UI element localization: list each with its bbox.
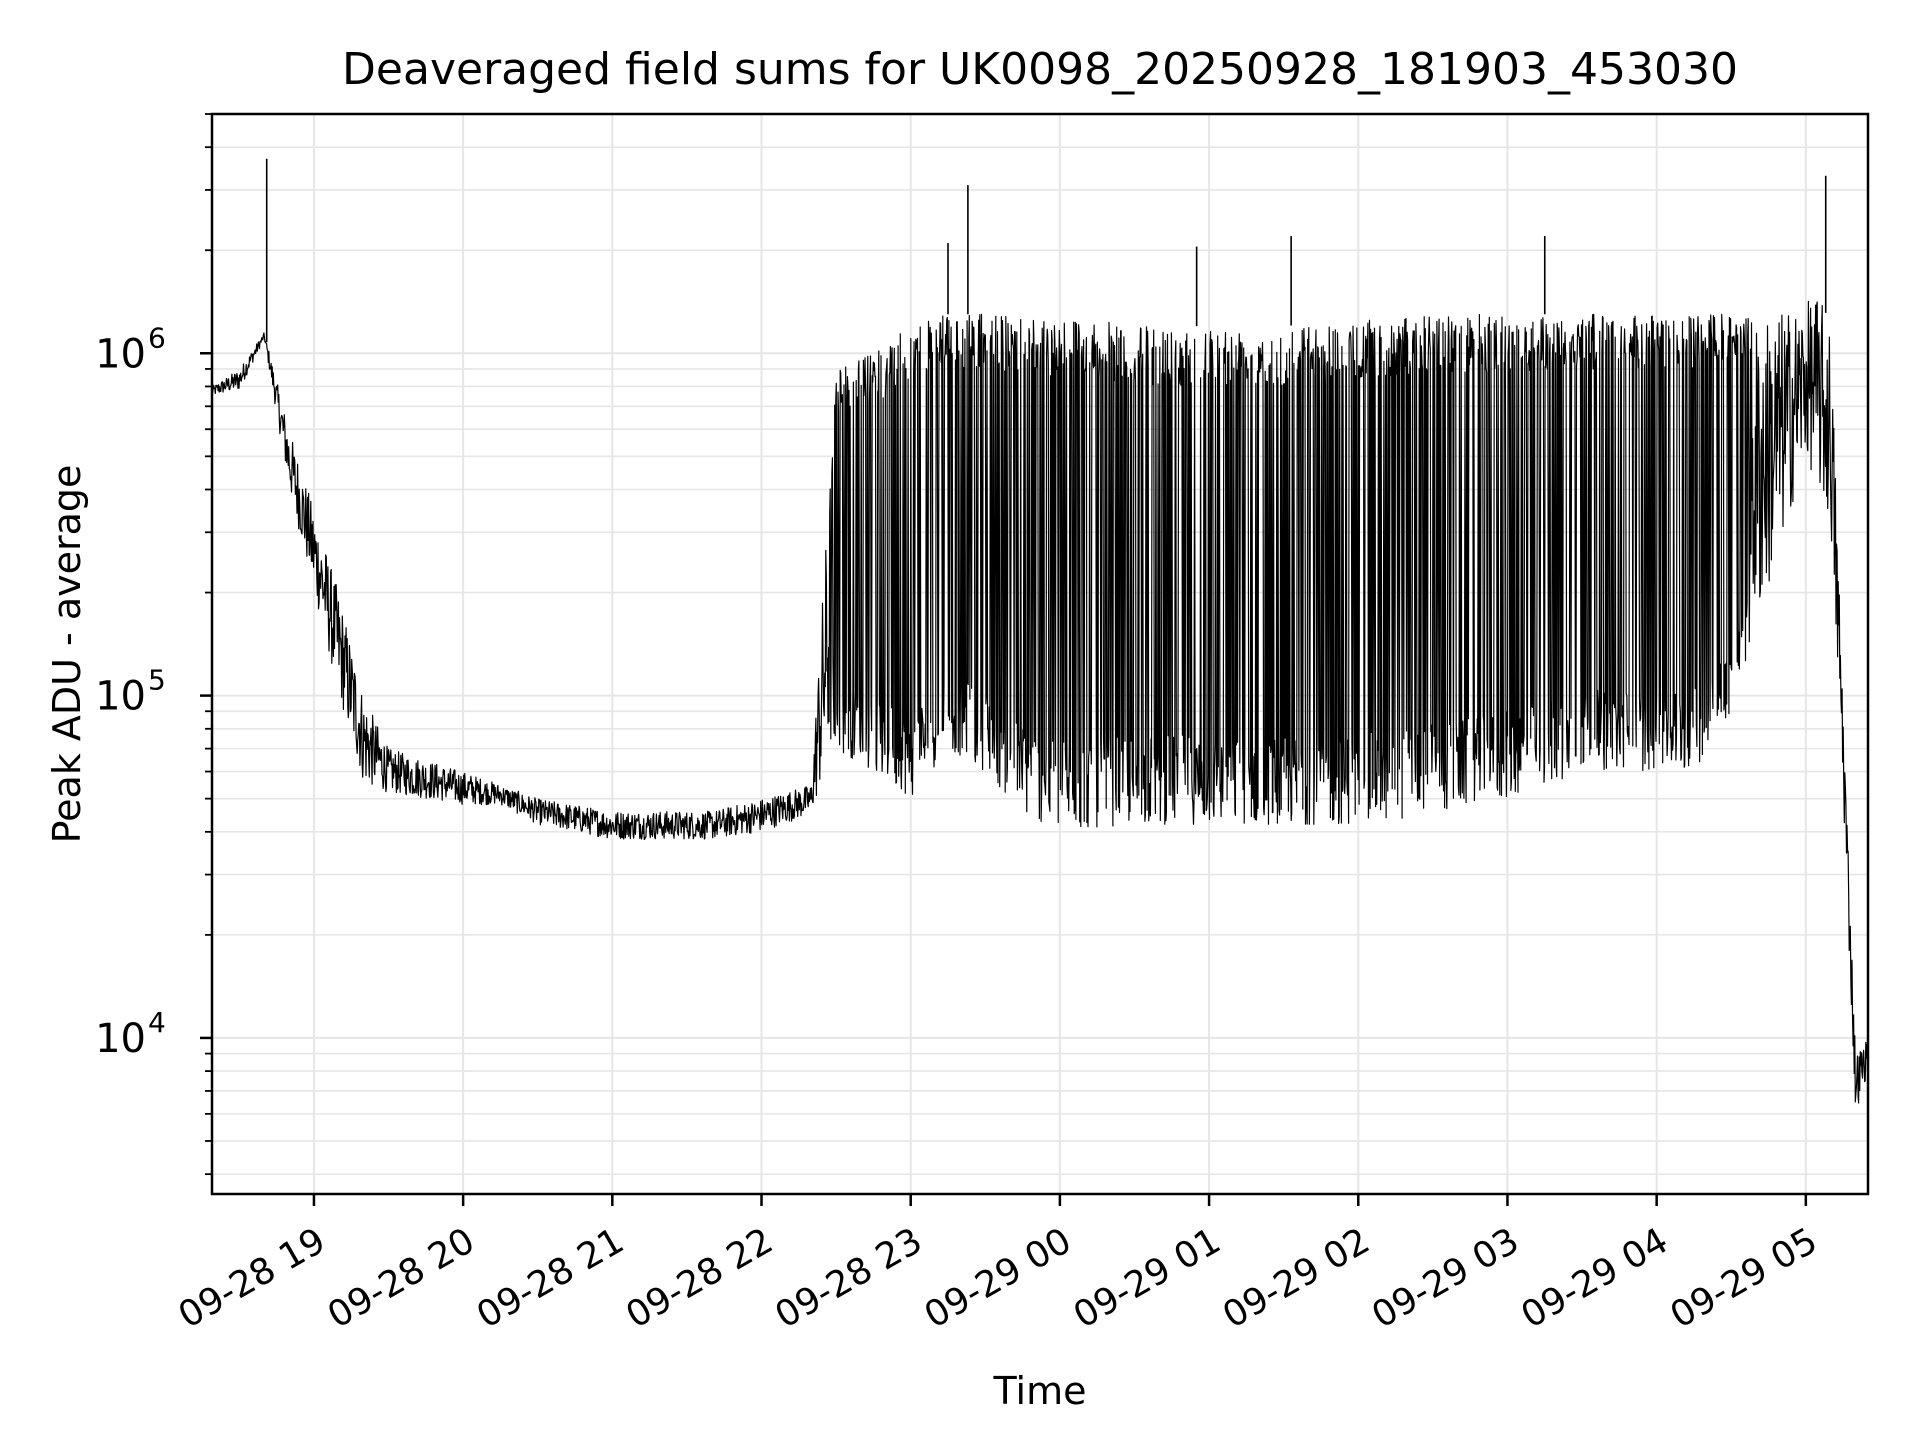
chart-title: Deaveraged field sums for UK0098_2025092…: [342, 44, 1738, 95]
y-tick-exponent: 6: [148, 321, 166, 354]
y-tick-label: 10: [95, 331, 146, 377]
x-axis-label: Time: [993, 1369, 1087, 1413]
y-tick-label: 10: [95, 674, 146, 720]
y-tick-exponent: 5: [148, 664, 166, 697]
plot-area: [211, 158, 1869, 1104]
y-axis-label: Peak ADU - average: [45, 465, 89, 844]
plot-frame: [210, 112, 1870, 1196]
data-series-line: [211, 300, 1869, 1104]
y-tick-exponent: 4: [148, 1006, 166, 1039]
y-tick-label: 10: [95, 1016, 146, 1062]
